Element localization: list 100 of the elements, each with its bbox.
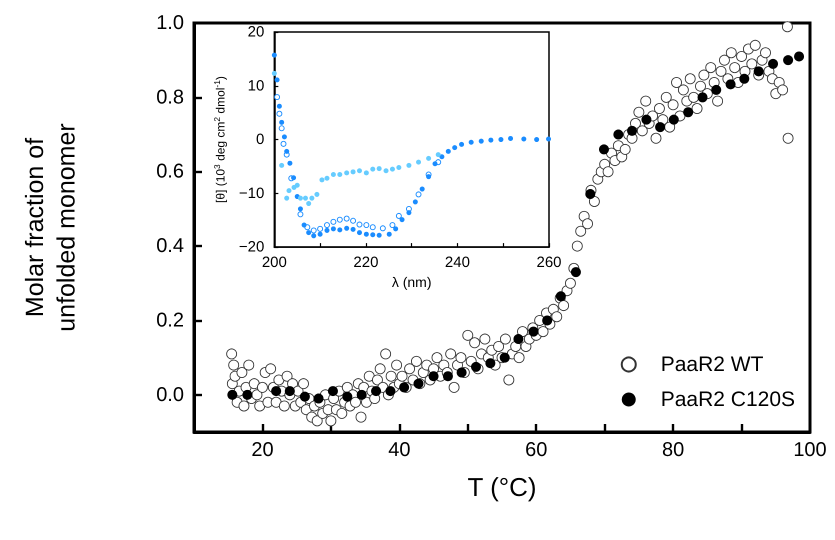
point [393, 226, 398, 232]
y-tick-label: 1.0 [156, 12, 184, 34]
point [390, 166, 395, 172]
point [542, 315, 552, 326]
point [350, 226, 356, 232]
x-tick-label: 60 [525, 439, 548, 461]
point [370, 232, 376, 238]
x-tick-label: 200 [262, 254, 287, 272]
point [655, 122, 666, 132]
point [344, 226, 350, 231]
point [274, 94, 280, 100]
point [278, 125, 285, 132]
point [291, 175, 296, 180]
point [284, 196, 290, 201]
point [324, 176, 330, 181]
point [342, 392, 352, 402]
point [302, 222, 307, 228]
point [768, 58, 778, 69]
point [683, 107, 694, 118]
point [356, 168, 362, 174]
point [442, 371, 453, 382]
point [337, 172, 342, 177]
point [298, 196, 303, 201]
point [300, 392, 310, 402]
point [384, 168, 389, 174]
point [386, 232, 392, 237]
point [344, 216, 350, 222]
y-tick-label: −20 [238, 238, 264, 256]
legend-label: PaaR2 C120S [660, 388, 796, 411]
point [364, 232, 369, 237]
y-tick-label: 0.6 [156, 160, 184, 183]
point [319, 177, 324, 182]
point [452, 145, 458, 150]
legend-label: PaaR2 WT [660, 353, 764, 376]
x-axis-title: T (°C) [467, 472, 537, 502]
point [364, 170, 369, 176]
point [420, 186, 425, 192]
y-tick-label: 0.0 [156, 384, 184, 406]
point [428, 371, 439, 382]
point [330, 218, 336, 225]
point [370, 224, 376, 230]
point [344, 170, 350, 176]
point [698, 92, 708, 102]
point [297, 211, 304, 218]
point [488, 138, 494, 143]
point [324, 228, 330, 233]
point [306, 230, 312, 236]
point [739, 74, 750, 84]
point [641, 114, 652, 125]
point [521, 136, 526, 142]
point [426, 174, 432, 180]
point [459, 142, 464, 147]
point [306, 201, 312, 206]
point [356, 222, 362, 228]
point [337, 227, 342, 232]
point [276, 110, 282, 117]
point [668, 114, 679, 125]
point [406, 162, 412, 168]
point [284, 148, 290, 154]
point [534, 137, 540, 142]
point [376, 232, 382, 238]
y-tick-label: 0.2 [156, 309, 184, 332]
point [294, 182, 300, 188]
y-tick-label: 0.8 [156, 86, 184, 108]
point [298, 206, 303, 212]
point [336, 216, 343, 223]
y-tick-label: 10 [248, 77, 264, 94]
point [432, 161, 438, 166]
point [311, 233, 316, 238]
x-axis-title: λ (nm) [392, 274, 432, 290]
point [485, 358, 496, 368]
point [318, 232, 323, 237]
point [711, 84, 722, 95]
point [279, 120, 284, 125]
y-tick-label: 0 [256, 131, 264, 148]
y-tick-label: −10 [238, 184, 264, 202]
point [371, 386, 382, 396]
point [598, 144, 609, 154]
point [627, 126, 638, 136]
point [426, 156, 432, 161]
point [478, 138, 484, 144]
point [271, 386, 282, 396]
point [380, 225, 386, 232]
point [242, 390, 252, 400]
point [396, 165, 402, 170]
point [330, 226, 336, 232]
point [370, 166, 376, 172]
point [498, 137, 504, 142]
point [276, 104, 282, 109]
point [314, 192, 320, 197]
point [508, 136, 514, 141]
x-tick-label: 40 [388, 439, 410, 461]
x-tick-label: 80 [662, 439, 684, 461]
point [500, 352, 510, 363]
point [385, 386, 396, 396]
y-tick-label: 0.4 [156, 235, 184, 258]
point [585, 189, 596, 200]
point [363, 222, 370, 228]
point [468, 140, 474, 145]
point [286, 188, 292, 194]
